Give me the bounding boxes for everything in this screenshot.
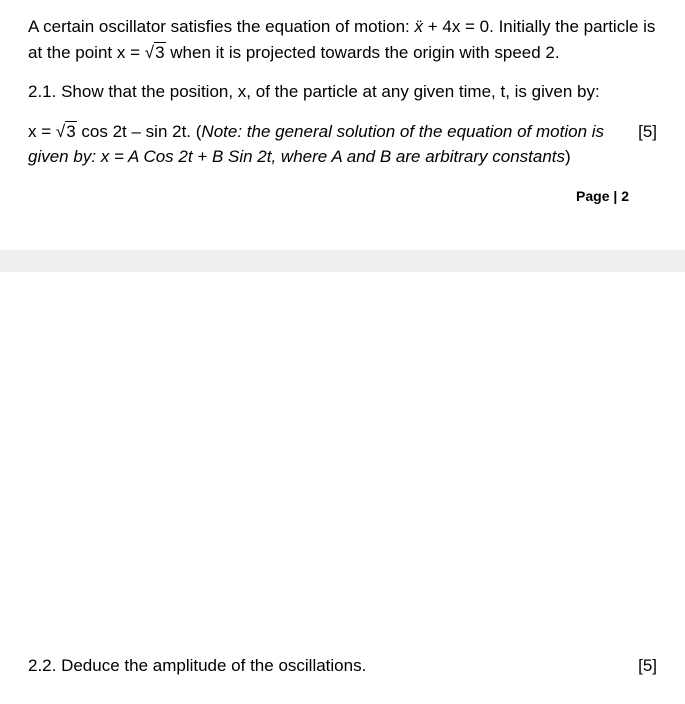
sqrt-3-intro: √3 [145, 40, 166, 66]
x-double-dot: x [414, 14, 423, 40]
eq-p1: x = [28, 122, 56, 141]
intro-text-3: when it is projected towards the origin … [166, 43, 560, 62]
problem-intro: A certain oscillator satisfies the equat… [28, 14, 657, 65]
marks-2-2: [5] [638, 656, 657, 676]
equation-row: x = √3 cos 2t – sin 2t. (Note: the gener… [28, 119, 657, 170]
sqrt-arg-eq: 3 [65, 121, 76, 141]
sqrt-arg: 3 [154, 42, 165, 62]
equation-text: x = √3 cos 2t – sin 2t. (Note: the gener… [28, 119, 618, 170]
question-2-2-row: 2.2. Deduce the amplitude of the oscilla… [28, 656, 657, 676]
page-number: Page | 2 [28, 188, 657, 204]
page-break-band [0, 250, 685, 272]
marks-2-1: [5] [638, 119, 657, 145]
eq-p2: cos 2t – sin 2t. ( [77, 122, 202, 141]
sqrt-3-eq: √3 [56, 119, 77, 145]
question-2-2: 2.2. Deduce the amplitude of the oscilla… [28, 656, 366, 676]
intro-text-1: A certain oscillator satisfies the equat… [28, 17, 414, 36]
question-2-1: 2.1. Show that the position, x, of the p… [28, 79, 657, 105]
sqrt-symbol: √ [145, 43, 154, 62]
sqrt-symbol-eq: √ [56, 122, 65, 141]
eq-p3: ) [565, 147, 571, 166]
